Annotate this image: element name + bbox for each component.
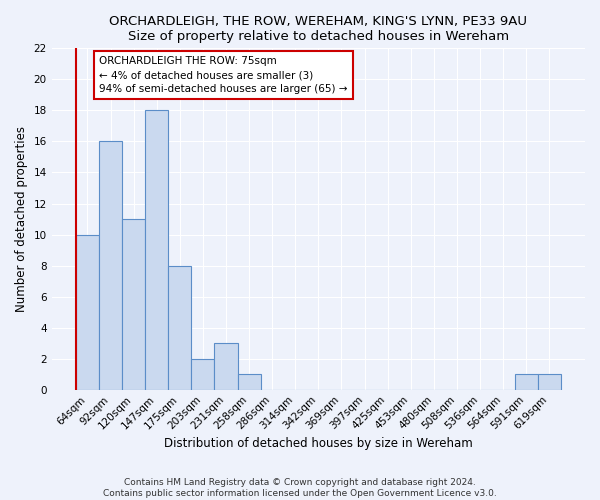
Bar: [122, 219, 145, 390]
Text: Contains HM Land Registry data © Crown copyright and database right 2024.
Contai: Contains HM Land Registry data © Crown c…: [103, 478, 497, 498]
Y-axis label: Number of detached properties: Number of detached properties: [15, 126, 28, 312]
X-axis label: Distribution of detached houses by size in Wereham: Distribution of detached houses by size …: [164, 437, 473, 450]
Bar: [191, 358, 214, 390]
Bar: [238, 374, 260, 390]
Bar: [145, 110, 168, 390]
Bar: [99, 142, 122, 390]
Bar: [168, 266, 191, 390]
Bar: [76, 234, 99, 390]
Title: ORCHARDLEIGH, THE ROW, WEREHAM, KING'S LYNN, PE33 9AU
Size of property relative : ORCHARDLEIGH, THE ROW, WEREHAM, KING'S L…: [109, 15, 527, 43]
Bar: [214, 343, 238, 390]
Text: ORCHARDLEIGH THE ROW: 75sqm
← 4% of detached houses are smaller (3)
94% of semi-: ORCHARDLEIGH THE ROW: 75sqm ← 4% of deta…: [99, 56, 347, 94]
Bar: [515, 374, 538, 390]
Bar: [538, 374, 561, 390]
